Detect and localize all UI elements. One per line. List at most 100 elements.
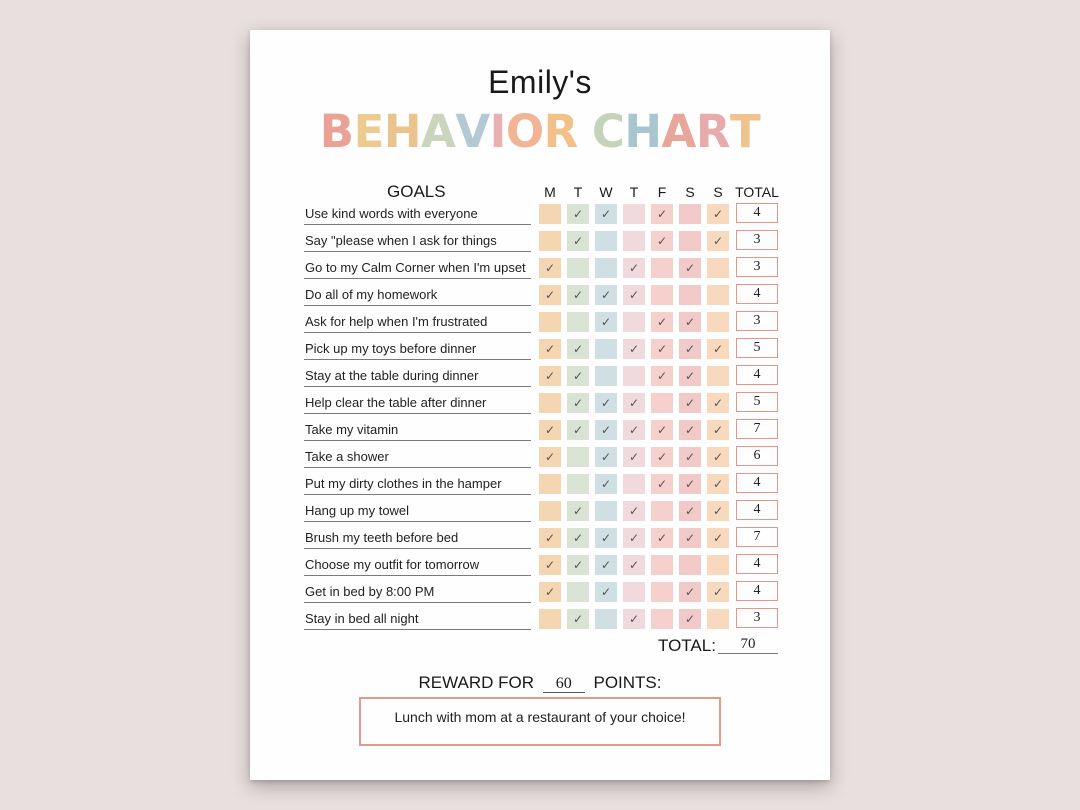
check-cell[interactable]: ✓ [539,528,561,548]
check-cell[interactable] [623,231,645,251]
check-cell[interactable]: ✓ [623,447,645,467]
check-cell[interactable] [623,366,645,386]
check-cell[interactable]: ✓ [707,420,729,440]
check-cell[interactable]: ✓ [595,420,617,440]
check-cell[interactable]: ✓ [539,339,561,359]
check-cell[interactable] [595,258,617,278]
check-cell[interactable]: ✓ [623,528,645,548]
check-cell[interactable]: ✓ [567,528,589,548]
check-cell[interactable] [595,366,617,386]
check-cell[interactable]: ✓ [567,609,589,629]
check-cell[interactable]: ✓ [595,582,617,602]
check-cell[interactable]: ✓ [651,420,673,440]
check-cell[interactable]: ✓ [595,555,617,575]
check-cell[interactable]: ✓ [567,366,589,386]
check-cell[interactable]: ✓ [539,366,561,386]
check-cell[interactable]: ✓ [651,474,673,494]
check-cell[interactable] [623,474,645,494]
check-cell[interactable]: ✓ [707,474,729,494]
check-cell[interactable] [567,258,589,278]
check-cell[interactable]: ✓ [539,285,561,305]
check-cell[interactable]: ✓ [623,555,645,575]
check-cell[interactable] [567,474,589,494]
check-cell[interactable] [651,501,673,521]
check-cell[interactable]: ✓ [707,339,729,359]
check-cell[interactable]: ✓ [595,285,617,305]
check-cell[interactable] [679,285,701,305]
check-cell[interactable]: ✓ [595,474,617,494]
check-cell[interactable]: ✓ [595,393,617,413]
check-cell[interactable]: ✓ [679,420,701,440]
check-cell[interactable]: ✓ [679,582,701,602]
check-cell[interactable]: ✓ [567,231,589,251]
check-cell[interactable] [567,582,589,602]
check-cell[interactable]: ✓ [567,339,589,359]
check-cell[interactable]: ✓ [595,528,617,548]
check-cell[interactable] [595,501,617,521]
check-cell[interactable] [707,555,729,575]
check-cell[interactable] [679,555,701,575]
check-cell[interactable]: ✓ [567,285,589,305]
check-cell[interactable] [707,285,729,305]
check-cell[interactable]: ✓ [707,231,729,251]
check-cell[interactable]: ✓ [651,312,673,332]
check-cell[interactable]: ✓ [651,339,673,359]
check-cell[interactable]: ✓ [623,393,645,413]
check-cell[interactable] [539,312,561,332]
check-cell[interactable]: ✓ [623,420,645,440]
check-cell[interactable]: ✓ [623,501,645,521]
check-cell[interactable]: ✓ [539,420,561,440]
check-cell[interactable] [595,339,617,359]
check-cell[interactable] [567,447,589,467]
check-cell[interactable] [707,609,729,629]
check-cell[interactable]: ✓ [707,528,729,548]
check-cell[interactable]: ✓ [595,447,617,467]
check-cell[interactable] [539,609,561,629]
check-cell[interactable]: ✓ [707,204,729,224]
check-cell[interactable]: ✓ [707,447,729,467]
check-cell[interactable] [623,582,645,602]
check-cell[interactable]: ✓ [679,312,701,332]
check-cell[interactable]: ✓ [539,258,561,278]
check-cell[interactable]: ✓ [679,366,701,386]
check-cell[interactable] [679,204,701,224]
check-cell[interactable] [651,609,673,629]
check-cell[interactable]: ✓ [707,582,729,602]
check-cell[interactable]: ✓ [623,339,645,359]
check-cell[interactable]: ✓ [707,501,729,521]
check-cell[interactable] [651,285,673,305]
check-cell[interactable]: ✓ [623,609,645,629]
check-cell[interactable]: ✓ [679,447,701,467]
check-cell[interactable]: ✓ [679,258,701,278]
check-cell[interactable]: ✓ [567,501,589,521]
check-cell[interactable] [651,258,673,278]
check-cell[interactable]: ✓ [679,609,701,629]
check-cell[interactable] [539,474,561,494]
check-cell[interactable]: ✓ [539,582,561,602]
check-cell[interactable]: ✓ [679,474,701,494]
check-cell[interactable]: ✓ [651,528,673,548]
check-cell[interactable]: ✓ [679,501,701,521]
check-cell[interactable]: ✓ [707,393,729,413]
check-cell[interactable] [651,393,673,413]
check-cell[interactable]: ✓ [595,204,617,224]
check-cell[interactable]: ✓ [679,528,701,548]
check-cell[interactable]: ✓ [539,447,561,467]
check-cell[interactable]: ✓ [567,555,589,575]
check-cell[interactable]: ✓ [539,555,561,575]
check-cell[interactable] [539,393,561,413]
check-cell[interactable] [539,231,561,251]
check-cell[interactable]: ✓ [651,366,673,386]
check-cell[interactable] [595,609,617,629]
check-cell[interactable]: ✓ [567,420,589,440]
check-cell[interactable]: ✓ [567,204,589,224]
check-cell[interactable]: ✓ [679,339,701,359]
check-cell[interactable] [707,312,729,332]
check-cell[interactable]: ✓ [651,231,673,251]
check-cell[interactable] [623,312,645,332]
check-cell[interactable] [539,501,561,521]
check-cell[interactable] [595,231,617,251]
check-cell[interactable]: ✓ [651,204,673,224]
check-cell[interactable] [679,231,701,251]
check-cell[interactable]: ✓ [651,447,673,467]
